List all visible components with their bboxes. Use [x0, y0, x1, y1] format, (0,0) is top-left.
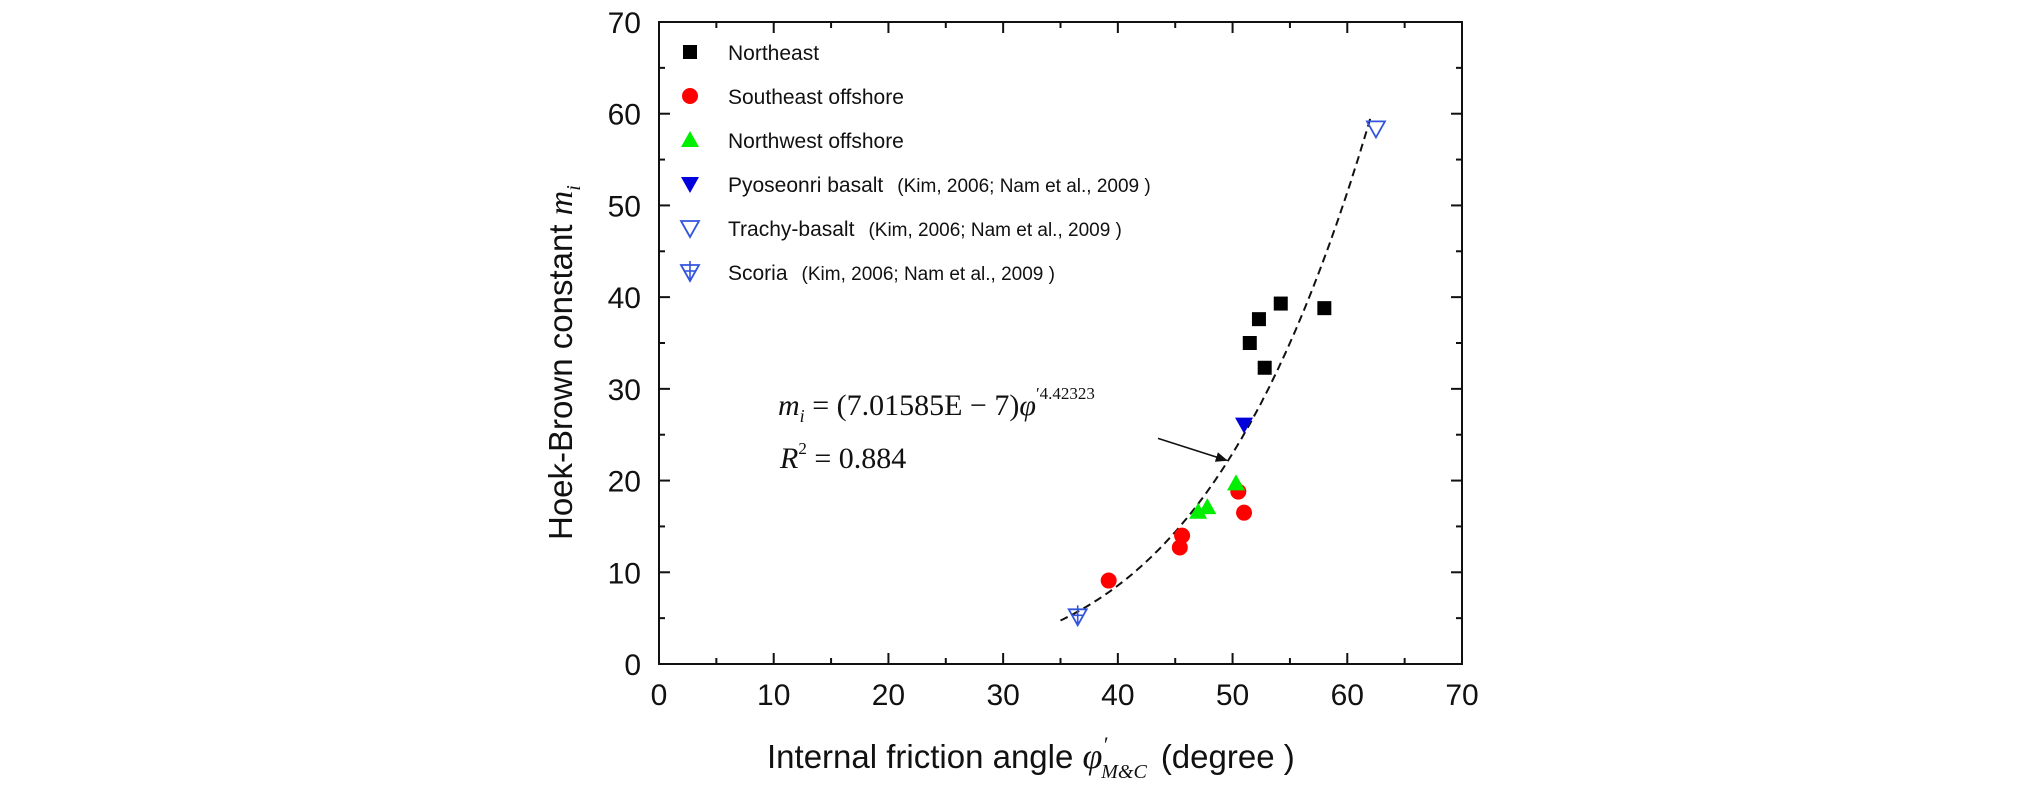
legend-citation: (Kim, 2006; Nam et al., 2009 ) — [802, 264, 1055, 285]
legend-marker — [683, 45, 697, 59]
legend-label: Scoria (Kim, 2006; Nam et al., 2009 ) — [728, 262, 1055, 285]
legend-marker — [682, 88, 698, 104]
legend-label: Pyoseonri basalt (Kim, 2006; Nam et al., … — [728, 174, 1151, 197]
legend-item: Northwest offshore — [681, 130, 904, 153]
y-axis-title-main: Hoek-Brown constant — [542, 215, 579, 540]
y-tick-label: 60 — [608, 99, 641, 132]
legend-citation: (Kim, 2006; Nam et al., 2009 ) — [868, 220, 1121, 241]
plot-frame — [658, 21, 1463, 665]
legend: Northeast Southeast offshore Northwest off… — [679, 42, 1151, 285]
y-tick-label: 10 — [608, 557, 641, 590]
x-axis-title-symbol: φ — [1083, 736, 1103, 776]
x-axis-title-prime: ′ — [1102, 732, 1108, 757]
y-tick-label: 20 — [608, 466, 641, 499]
data-point — [1242, 336, 1257, 350]
fit-curve — [1060, 118, 1372, 622]
x-axis-title: Internal friction angle φ′ M&C (degree ) — [767, 732, 1295, 783]
axis-tick-labels: 0 10 20 30 40 50 60 70 0 10 20 30 40 50 60 70 — [608, 7, 1479, 712]
data-point — [1365, 120, 1387, 140]
legend-label: Trachy-basalt (Kim, 2006; Nam et al., 200… — [728, 218, 1122, 241]
data-points — [1067, 120, 1387, 628]
data-point — [1227, 474, 1246, 491]
equation-lhs-sub: i — [800, 406, 805, 426]
x-axis-title-main: Internal friction angle — [767, 738, 1083, 775]
equation-coef: (7.01585E − 7) — [837, 389, 1020, 422]
x-tick-label: 10 — [757, 679, 790, 712]
legend-item: Southeast offshore — [682, 86, 904, 109]
data-point — [1251, 312, 1266, 327]
annotation-arrow — [1157, 437, 1228, 462]
legend-marker — [681, 177, 699, 193]
axis-ticks — [658, 21, 1463, 665]
equation-lhs: m — [778, 389, 800, 422]
x-tick-label: 40 — [1101, 679, 1134, 712]
legend-label: Northeast — [728, 42, 819, 65]
legend-item: Northeast — [683, 42, 819, 65]
data-point — [1236, 504, 1253, 521]
data-point — [1273, 296, 1288, 311]
data-point — [1171, 539, 1188, 556]
y-axis-title: Hoek-Brown constant mi — [542, 185, 585, 540]
y-tick-label: 40 — [608, 282, 641, 315]
x-axis-title-subscript: M&C — [1100, 761, 1147, 783]
x-tick-label: 60 — [1331, 679, 1364, 712]
r2-symbol: R — [779, 442, 798, 475]
equation-eq: = — [805, 389, 837, 422]
y-tick-label: 0 — [624, 649, 641, 682]
data-point — [1317, 301, 1332, 316]
legend-item: Pyoseonri basalt (Kim, 2006; Nam et al., … — [681, 174, 1151, 197]
y-tick-label: 70 — [608, 7, 641, 40]
y-axis-title-symbol: m — [543, 191, 580, 216]
r2-label: R2 = 0.884 — [779, 439, 906, 475]
data-point — [1100, 572, 1117, 589]
equation-exponent: ′4.42323 — [1036, 384, 1095, 403]
legend-label: Northwest offshore — [728, 130, 904, 153]
r2-sup: 2 — [798, 439, 807, 458]
y-tick-label: 30 — [608, 374, 641, 407]
x-tick-label: 20 — [872, 679, 905, 712]
x-tick-label: 0 — [651, 679, 668, 712]
y-tick-label: 50 — [608, 190, 641, 223]
legend-citation: (Kim, 2006; Nam et al., 2009 ) — [897, 176, 1150, 197]
data-point — [1189, 502, 1208, 519]
legend-marker — [679, 261, 701, 283]
x-axis-title-unit: (degree ) — [1161, 738, 1295, 775]
y-axis-title-subscript: i — [563, 185, 585, 191]
data-point — [1198, 498, 1217, 515]
x-tick-label: 50 — [1216, 679, 1249, 712]
data-point — [1174, 527, 1191, 544]
legend-item: Scoria (Kim, 2006; Nam et al., 2009 ) — [679, 261, 1055, 285]
data-point — [1067, 605, 1089, 628]
legend-marker — [679, 220, 701, 239]
r2-value: = 0.884 — [807, 442, 906, 475]
equation-label: mi = (7.01585E − 7)φ′4.42323 — [778, 384, 1095, 426]
data-point — [1257, 360, 1272, 375]
legend-label: Southeast offshore — [728, 86, 904, 109]
legend-marker — [681, 131, 699, 147]
data-point — [1235, 417, 1254, 434]
x-tick-label: 30 — [986, 679, 1019, 712]
legend-item: Trachy-basalt (Kim, 2006; Nam et al., 200… — [679, 218, 1122, 241]
x-tick-label: 70 — [1445, 679, 1478, 712]
equation-phi: φ — [1019, 389, 1036, 422]
